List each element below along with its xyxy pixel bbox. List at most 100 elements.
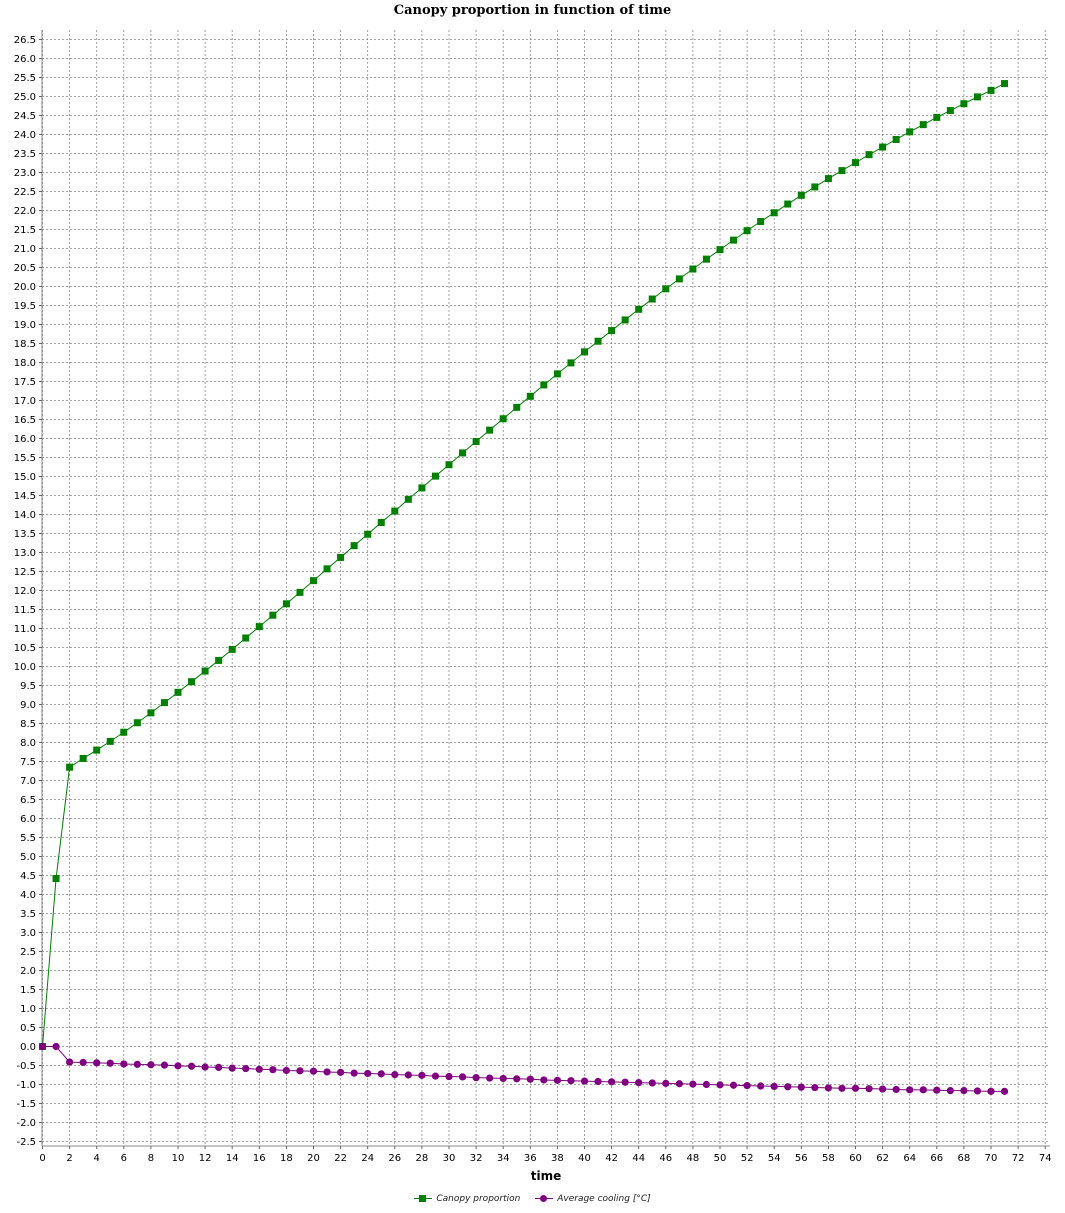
data-point-cooling [635,1079,643,1087]
data-point-canopy [811,183,819,191]
legend-label-canopy: Canopy proportion [436,1194,521,1204]
data-point-canopy [52,875,60,883]
x-tick-label: 26 [388,1153,401,1164]
data-point-canopy [147,709,155,717]
data-point-cooling [458,1073,467,1081]
data-point-canopy [730,236,738,244]
data-point-canopy [499,415,507,423]
data-point-canopy [553,370,561,378]
y-tick-label: 14.5 [14,491,36,502]
data-point-canopy [594,337,602,345]
axes [41,30,1050,1147]
y-tick-label: 18.0 [14,358,36,369]
data-point-canopy [377,518,385,526]
data-point-cooling [662,1079,670,1087]
data-point-cooling [540,1076,548,1084]
data-point-cooling [892,1085,900,1094]
x-tick-label: 6 [121,1153,127,1164]
data-point-canopy [716,246,724,254]
x-tick-label: 70 [985,1153,998,1164]
data-point-cooling [404,1071,412,1079]
data-point-cooling [567,1077,575,1085]
data-point-canopy [946,107,954,115]
data-point-canopy [513,403,521,411]
data-point-canopy [269,611,277,619]
y-tick-label: 12.0 [14,586,36,597]
data-point-canopy [879,143,887,151]
data-point-canopy [906,128,914,136]
y-tick-label: 11.5 [14,605,36,616]
y-tick-label: 20.5 [14,263,36,274]
data-point-canopy [635,305,643,313]
data-point-canopy [391,507,399,515]
data-point-canopy [892,135,900,143]
x-tick-label: 40 [578,1153,591,1164]
data-point-cooling [865,1085,873,1093]
data-point-canopy [675,275,683,283]
x-tick-label: 38 [551,1153,564,1164]
data-point-cooling [323,1068,331,1076]
x-tick-label: 22 [334,1153,347,1164]
data-point-cooling [1000,1087,1009,1095]
data-point-cooling [919,1086,927,1094]
data-point-cooling [526,1075,534,1083]
y-tick-label: 4.5 [20,871,36,882]
x-tick-label: 52 [741,1153,754,1164]
y-tick-label: 5.5 [20,833,36,844]
data-point-canopy [702,255,710,263]
data-point-canopy [459,449,467,457]
data-point-canopy [160,699,168,707]
x-tick-label: 12 [199,1153,212,1164]
data-point-cooling [770,1082,778,1090]
y-tick-label: 12.5 [14,567,36,578]
legend-swatch-canopy [414,1195,433,1203]
data-point-canopy [337,553,345,561]
y-tick-label: -1.5 [16,1099,36,1110]
y-tick-label: 3.0 [20,928,36,939]
data-point-cooling [120,1060,128,1068]
data-point-canopy [364,530,372,538]
data-point-cooling [973,1087,982,1095]
data-point-cooling [93,1059,101,1067]
series-layer [38,80,1009,1095]
data-point-canopy [960,100,968,108]
data-point-cooling [445,1072,453,1081]
data-point-canopy [174,688,182,696]
y-tick-label: 14.0 [14,510,36,521]
data-point-cooling [608,1078,616,1086]
x-tick-label: 0 [39,1153,45,1164]
y-tick-label: -2.5 [16,1137,36,1148]
data-point-cooling [391,1071,399,1079]
y-tick-label: 8.0 [20,738,36,749]
data-point-canopy [106,737,114,745]
data-point-cooling [350,1069,358,1077]
data-point-canopy [255,623,263,631]
data-point-cooling [269,1066,277,1074]
data-point-canopy [865,151,873,159]
y-tick-label: 17.5 [14,377,36,388]
y-tick-label: 23.5 [14,149,36,160]
data-point-cooling [933,1086,941,1094]
data-point-canopy [852,159,859,167]
legend-swatch-cooling [535,1195,554,1203]
data-point-canopy [797,191,805,199]
data-point-canopy [648,295,656,303]
data-point-cooling [79,1058,87,1067]
y-tick-label: 2.0 [20,966,36,977]
y-tick-label: 11.0 [14,624,36,635]
data-point-cooling [255,1065,263,1073]
data-point-canopy [310,577,317,585]
x-tick-label: 72 [1012,1153,1025,1164]
plot-area [42,30,1050,1146]
x-tick-label: 48 [687,1153,700,1164]
x-tick-label: 8 [148,1153,154,1164]
x-tick-label: 44 [632,1153,645,1164]
data-point-cooling [594,1077,602,1086]
data-point-cooling [797,1083,805,1091]
y-tick-label: 25.5 [14,73,36,84]
data-point-canopy [838,167,846,175]
x-tick-label: 56 [795,1153,808,1164]
x-tick-label: 16 [253,1153,266,1164]
data-point-canopy [919,121,927,129]
